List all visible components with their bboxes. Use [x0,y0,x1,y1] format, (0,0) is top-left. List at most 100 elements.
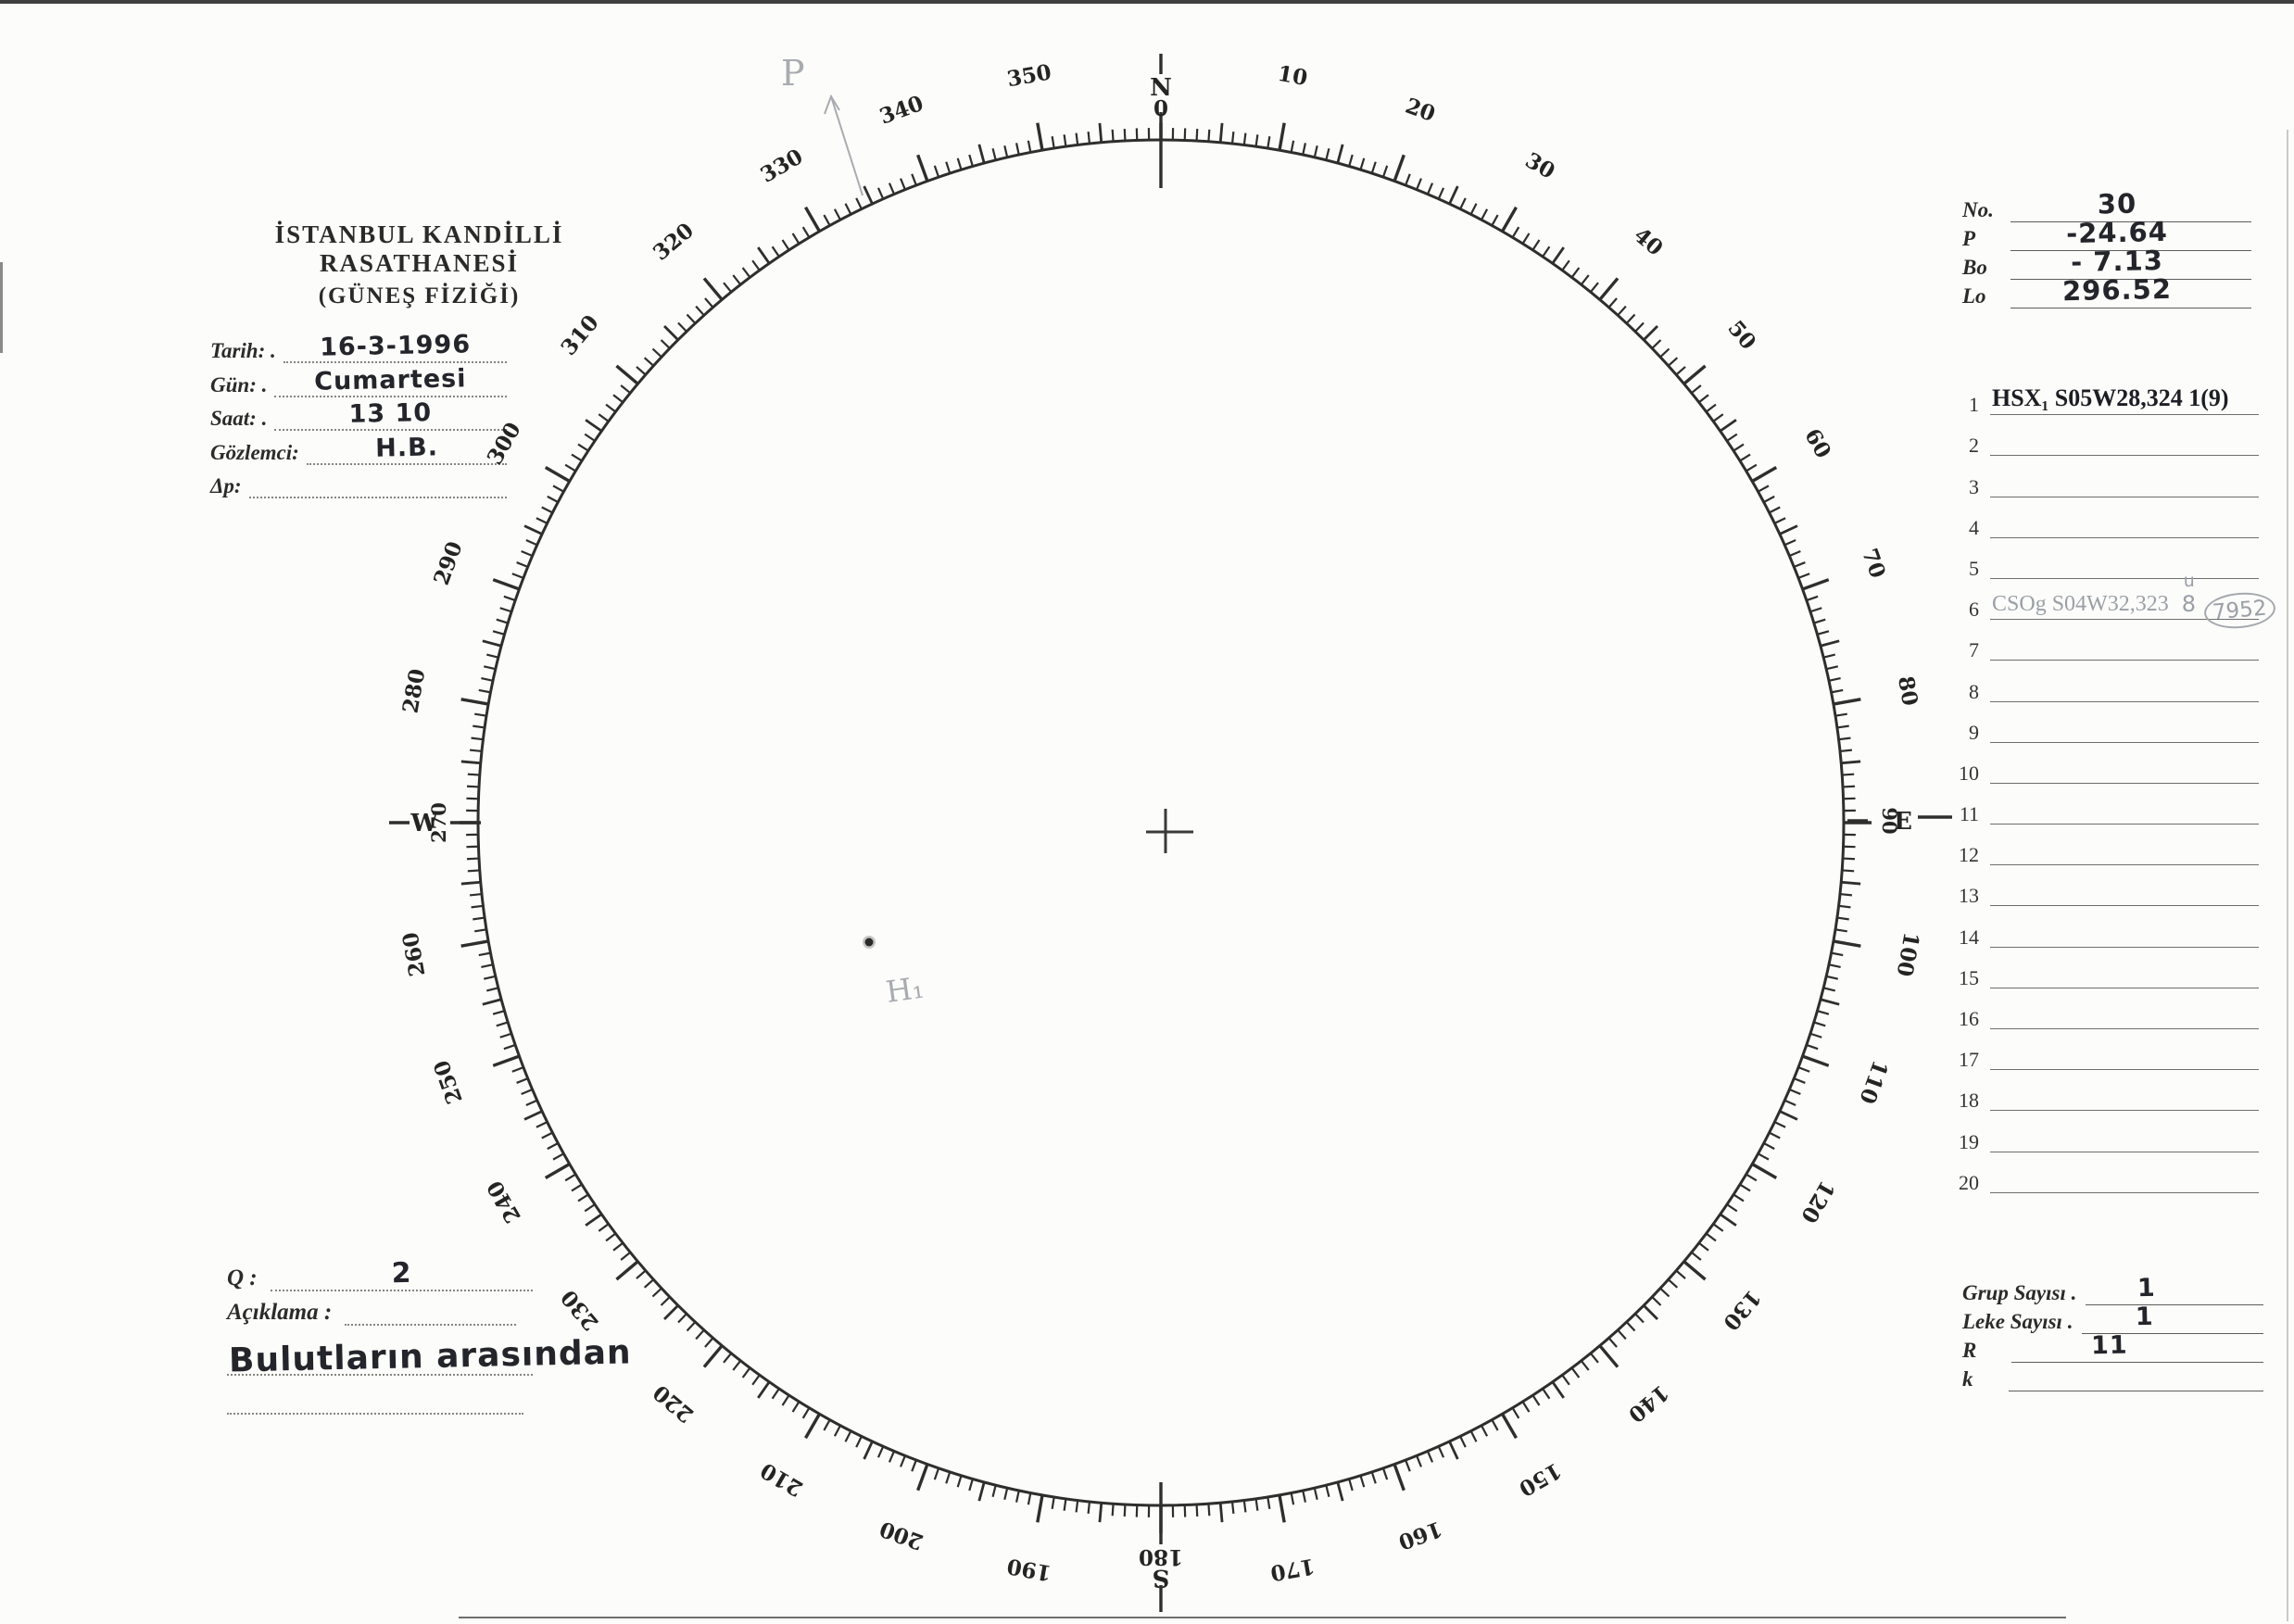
observation-form: Tarih: . 16-3-1996 Gün: . Cumartesi Saat: .1… [210,330,507,498]
count-row: k [1962,1363,2263,1391]
center-crosshair [1146,809,1193,853]
region-number: 13 [1959,884,1979,908]
obs-field-row: Saat: . 13 10 [210,396,507,432]
svg-text:130: 130 [1718,1285,1766,1335]
region-number: 19 [1959,1129,1979,1153]
aciklama-label: Açıklama : [227,1300,333,1325]
svg-text:50: 50 [1722,316,1760,355]
region-number: 20 [1959,1170,1979,1194]
q-value: 2 [391,1256,412,1290]
region-row: 3 [1953,456,2259,497]
region-row: 6 CSOg S04W32,323 8 u 7952 [1953,571,2277,632]
region-line [1990,1152,2259,1193]
svg-text:200: 200 [876,1516,926,1555]
region-row: 11 [1953,784,2259,825]
region-number: 6 [1969,598,1979,622]
obs-field-line [248,463,507,498]
empty-note-line [227,1411,523,1415]
obs-field-label: Gözlemci: [210,440,299,464]
region-line [1990,905,2259,948]
region-line [1990,988,2259,1029]
ephemeris-line: 296.52 [2010,273,2251,308]
count-value: 11 [2091,1330,2129,1361]
count-label: R [1962,1339,1977,1362]
count-line: 1 [2082,1302,2263,1334]
ephemeris-row: P -24.64 [1962,216,2251,251]
count-label: Leke Sayısı . [1962,1310,2073,1333]
ephemeris-line: - 7.13 [2010,245,2251,280]
scan-edge-left [0,262,3,353]
east-letter: E [1894,808,1912,836]
count-value [2009,1387,2208,1391]
svg-text:320: 320 [649,218,699,266]
aciklama-line [345,1290,517,1326]
count-label: Grup Sayısı . [1962,1281,2077,1304]
region-row: 7 [1953,620,2259,661]
obs-field-label: Δp: [210,473,242,497]
svg-text:30: 30 [1521,147,1559,183]
region-line [1990,701,2259,743]
region-entry: HSX₁ S05W28,324 1(9) [1992,384,2229,412]
degree-ticks [450,112,1872,1533]
obs-field-line: 16-3-1996 [283,328,507,364]
obs-field-line: H.B. [306,429,507,465]
region-line [1990,414,2259,457]
svg-text:170: 170 [1268,1554,1317,1586]
svg-text:80: 80 [1893,674,1922,708]
north-degree: 0 [1153,96,1168,121]
ephemeris-line: -24.64 [2010,216,2251,251]
ephemeris-label: No. [1962,198,1994,221]
department-name: (GÜNEŞ FİZİĞİ) [318,283,521,308]
region-line [1990,619,2259,661]
region-number: 7 [1969,638,1979,662]
region-line [1990,864,2259,907]
svg-text:160: 160 [1395,1516,1445,1555]
region-line [1990,824,2259,866]
obs-field-label: Gün: . [210,372,268,397]
region-number: 2 [1969,434,1979,458]
east-degree: 90 [1878,807,1901,834]
north-letter: N [1150,74,1172,102]
region-row: 9 [1953,702,2259,743]
region-number: 11 [1959,802,1979,826]
region-number: 17 [1959,1048,1979,1072]
count-row: Grup Sayısı . 1 [1962,1274,2263,1305]
ephemeris-label: Bo [1962,256,1987,279]
region-row: 16 [1953,988,2259,1029]
region-line [1990,537,2259,579]
region-count-mark: u [2183,571,2195,592]
sunspot-mark [864,938,874,947]
pencil-arrow-shaft [830,95,863,196]
count-value: 1 [2136,1302,2155,1332]
ephemeris-label: Lo [1962,284,1986,308]
region-number: 9 [1969,720,1979,744]
q-row: Q : 2 [227,1257,533,1291]
count-row: Leke Sayısı . 1 [1962,1302,2263,1334]
svg-text:310: 310 [556,310,604,360]
svg-text:330: 330 [756,144,807,187]
region-number: 18 [1959,1089,1979,1113]
sheet-edge-bottom [459,1617,2066,1618]
obs-field-line: Cumartesi [274,361,507,397]
obs-field-row: Tarih: . 16-3-1996 [210,328,507,364]
region-row: 4 [1953,497,2259,538]
obs-field-label: Saat: . [210,407,268,431]
svg-text:290: 290 [429,538,468,588]
count-row: R 11 [1962,1331,2263,1363]
obs-field-line: 13 10 [274,396,507,432]
region-line: HSX₁ S05W28,324 1(9) [1990,373,2259,416]
region-number: 16 [1959,1007,1979,1030]
aciklama-row: Açıklama : [227,1291,533,1326]
svg-text:300: 300 [482,418,525,469]
ephemeris-line: 30 [2010,188,2251,222]
summary-block: Q : 2 Açıklama : Bulutların arasından [227,1257,632,1415]
region-row: 12 [1953,824,2259,866]
region-line: CSOg S04W32,323 8 u 7952 [1990,571,2277,632]
region-line [1990,783,2259,825]
west-letter: W [410,810,438,837]
region-number: 1 [1969,393,1979,417]
region-line [1990,660,2259,702]
region-line [1990,1110,2259,1152]
south-degree: 180 [1139,1544,1183,1569]
south-letter: S [1153,1564,1170,1592]
